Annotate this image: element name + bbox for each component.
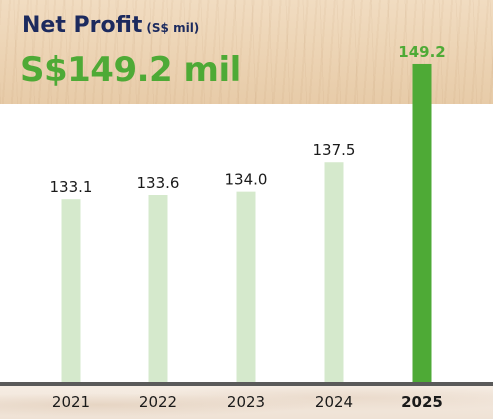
data-label-2021: 133.1 bbox=[50, 178, 93, 196]
x-tick-label-2024: 2024 bbox=[315, 393, 353, 411]
title-text: Net Profit bbox=[22, 13, 143, 38]
bar-2022 bbox=[148, 195, 168, 382]
bar-2025 bbox=[412, 63, 432, 383]
headline-value: S$149.2 mil bbox=[20, 50, 241, 90]
title-unit: (S$ mil) bbox=[146, 21, 200, 35]
x-tick-label-2022: 2022 bbox=[139, 393, 177, 411]
data-label-2023: 134.0 bbox=[225, 171, 268, 189]
x-axis-line bbox=[0, 382, 493, 386]
header-background bbox=[0, 0, 493, 104]
data-label-2024: 137.5 bbox=[313, 141, 356, 159]
x-tick-label-2023: 2023 bbox=[227, 393, 265, 411]
footer-background bbox=[0, 384, 493, 419]
data-label-2025: 149.2 bbox=[398, 43, 445, 61]
chart-title: Net Profit (S$ mil) bbox=[22, 13, 199, 38]
bar-2023 bbox=[236, 191, 256, 382]
data-label-2022: 133.6 bbox=[137, 174, 180, 192]
bar-2021 bbox=[61, 199, 81, 382]
bar-2024 bbox=[324, 162, 344, 382]
x-tick-label-2021: 2021 bbox=[52, 393, 90, 411]
x-tick-label-2025: 2025 bbox=[401, 393, 443, 411]
